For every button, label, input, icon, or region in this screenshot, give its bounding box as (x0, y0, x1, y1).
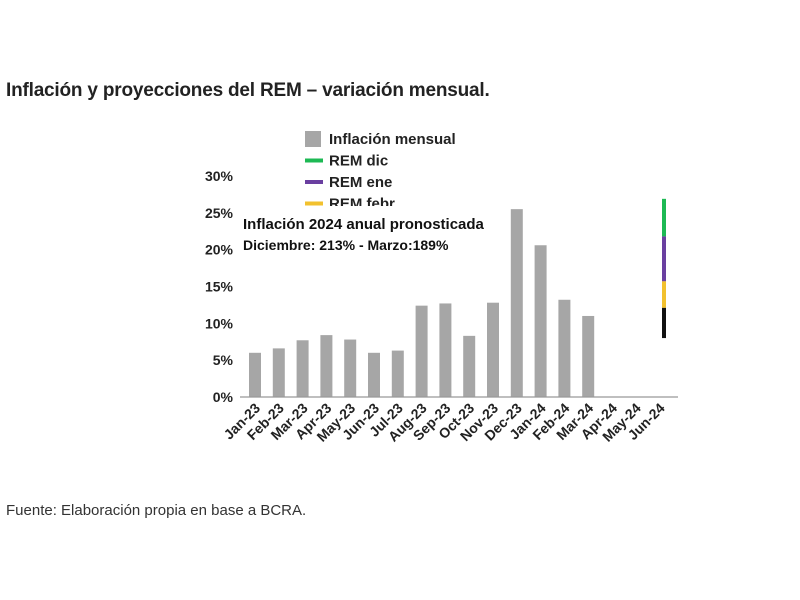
rem-projection-bar (662, 198, 666, 339)
y-tick-label: 30% (205, 168, 234, 184)
legend-swatch (305, 201, 323, 206)
legend-swatch (305, 180, 323, 184)
bar (534, 245, 547, 397)
projection-segment (662, 307, 666, 339)
y-tick-label: 15% (205, 279, 234, 295)
bar (391, 350, 404, 397)
annotation-line-2: Diciembre: 213% - Marzo:189% (243, 237, 449, 253)
projection-segment (662, 281, 666, 308)
bar (558, 299, 571, 397)
bar (439, 303, 452, 397)
bar (296, 340, 309, 397)
annotation-line-1: Inflación 2024 anual pronosticada (243, 216, 485, 233)
y-tick-label: 20% (205, 242, 234, 258)
legend-label: REM dic (329, 153, 388, 170)
bar (344, 339, 357, 397)
bar (463, 335, 476, 397)
bar (320, 335, 333, 397)
chart-title: Inflación y proyecciones del REM – varia… (6, 80, 490, 101)
annotation: Inflación 2024 anual pronosticada Diciem… (243, 216, 485, 253)
legend-swatch (305, 131, 321, 147)
bar (487, 302, 499, 397)
y-tick-label: 5% (213, 352, 234, 368)
projection-segment (662, 198, 666, 237)
bar (582, 315, 595, 397)
y-tick-label: 25% (205, 205, 234, 221)
bar (415, 305, 428, 397)
legend-clip (301, 206, 501, 220)
bar (368, 352, 380, 397)
bar (249, 352, 261, 397)
source-note: Fuente: Elaboración propia en base a BCR… (6, 502, 307, 519)
legend-label: Inflación mensual (329, 131, 456, 148)
y-tick-label: 10% (205, 315, 234, 331)
legend-swatch (305, 158, 323, 163)
bars (249, 209, 595, 397)
bar (272, 348, 285, 397)
projection-segment (662, 236, 666, 282)
y-axis: 0% 5% 10% 15% 20% 25% 30% (205, 168, 234, 405)
y-tick-label: 0% (213, 389, 234, 405)
bar (510, 209, 523, 397)
x-axis: Jan-23Feb-23Mar-23Apr-23May-23Jun-23Jul-… (220, 396, 678, 445)
legend-label: REM ene (329, 174, 392, 191)
